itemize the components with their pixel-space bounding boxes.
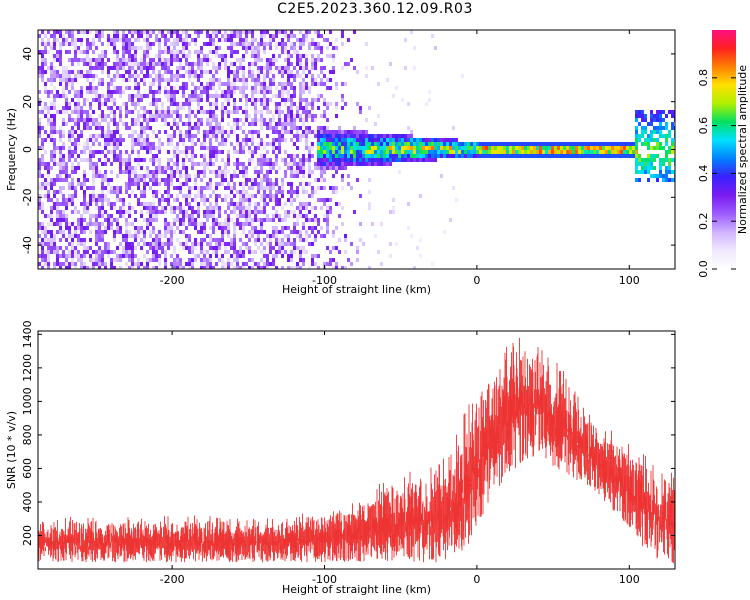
spectrogram-y-tick-label: -20 — [21, 188, 34, 206]
spectrogram-plot-area — [38, 30, 675, 269]
snr-y-tick-label: 200 — [21, 525, 34, 546]
snr-axis-ticks: -200 -100 0 100 200 400 600 800 1000 1200 1400 — [21, 320, 675, 586]
colorbar-ticks: 0.0 0.2 0.4 0.6 0.8 — [697, 69, 736, 278]
snr-y-axis-label: SNR (10 * v/v) — [5, 411, 18, 489]
colorbar: 0.0 0.2 0.4 0.6 0.8 Normalized spectral ampl… — [697, 30, 749, 278]
snr-y-tick-label: 600 — [21, 458, 34, 479]
snr-y-tick-label: 1000 — [21, 387, 34, 415]
spectrogram-x-tick-label: 100 — [619, 274, 640, 287]
snr-x-tick-label: 0 — [473, 573, 480, 586]
snr-plot-area — [38, 337, 675, 564]
colorbar-tick-label: 0.8 — [697, 69, 710, 87]
colorbar-tick-label: 0.4 — [697, 165, 710, 183]
snr-y-tick-label: 1400 — [21, 320, 34, 348]
snr-x-tick-label: -100 — [312, 573, 337, 586]
spectrogram-y-tick-label: -40 — [21, 236, 34, 254]
snr-x-tick-label: -200 — [160, 573, 185, 586]
snr-y-tick-label: 800 — [21, 424, 34, 445]
snr-y-tick-label: 400 — [21, 491, 34, 512]
spectrogram-x-tick-label: 0 — [473, 274, 480, 287]
snr-series-line — [38, 337, 675, 564]
snr-y-tick-label: 1200 — [21, 354, 34, 382]
spectrogram-x-tick-label: -100 — [312, 274, 337, 287]
colorbar-tick-label: 0.0 — [697, 260, 710, 278]
colorbar-gradient — [712, 30, 736, 269]
snr-panel: -200 -100 0 100 200 400 600 800 1000 1200 1400 Hei… — [5, 320, 676, 596]
spectrogram-y-tick-label: 40 — [21, 47, 34, 61]
colorbar-tick-label: 0.2 — [697, 212, 710, 230]
colorbar-tick-label: 0.6 — [697, 117, 710, 135]
colorbar-label: Normalized spectral amplitude — [736, 65, 749, 234]
snr-x-axis-label: Height of straight line (km) — [282, 583, 431, 596]
spectrogram-x-axis-label: Height of straight line (km) — [282, 283, 431, 296]
spectrogram-y-tick-label: 20 — [21, 95, 34, 109]
figure-title: C2E5.2023.360.12.09.R03 — [277, 1, 473, 17]
snr-x-tick-label: 100 — [619, 573, 640, 586]
snr-frame — [37, 330, 676, 570]
spectrogram-x-tick-label: -200 — [160, 274, 185, 287]
spectrogram-cells — [38, 30, 675, 269]
spectrogram-y-axis-label: Frequency (Hz) — [5, 108, 18, 191]
spectrogram-y-tick-label: 0 — [21, 146, 34, 153]
